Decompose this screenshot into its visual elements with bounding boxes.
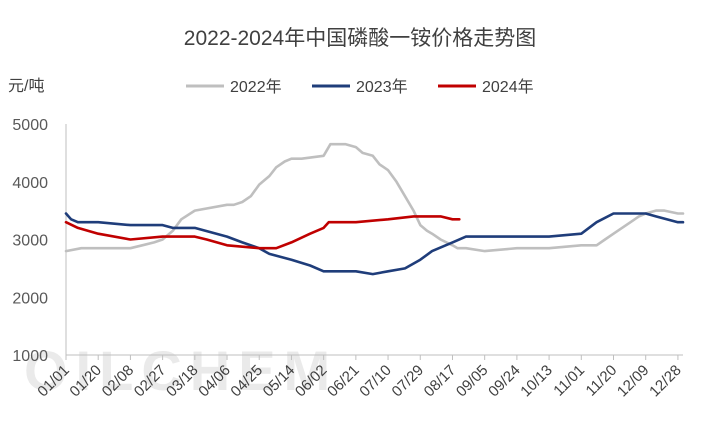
x-tick-label: 12/28 — [646, 362, 685, 401]
x-tick-label: 07/29 — [389, 362, 428, 401]
legend-label-3: 2024年 — [482, 78, 534, 96]
y-tick-label: 2000 — [12, 290, 48, 307]
x-tick-label: 10/13 — [517, 362, 556, 401]
watermark-text: OILCHEM — [24, 339, 338, 402]
y-tick-label: 5000 — [12, 117, 48, 134]
x-tick-label: 07/10 — [356, 362, 395, 401]
chart-axes — [65, 124, 683, 356]
y-tick-label: 3000 — [12, 233, 48, 250]
y-axis-unit: 元/吨 — [8, 77, 44, 95]
chart-legend: 2022年 2023年 2024年 — [186, 78, 534, 96]
chart-title: 2022-2024年中国磷酸一铵价格走势图 — [184, 27, 536, 50]
x-tick-label: 08/17 — [421, 362, 460, 401]
y-tick-label: 4000 — [12, 175, 48, 192]
series-lines — [64, 142, 685, 276]
series-line-1 — [64, 142, 685, 253]
x-tick-label: 11/01 — [550, 362, 588, 400]
x-tick-label: 12/09 — [614, 362, 653, 401]
x-tick-label: 09/05 — [453, 362, 492, 401]
series-line-2 — [64, 212, 685, 276]
legend-label-2: 2023年 — [356, 78, 408, 96]
x-tick-label: 09/24 — [485, 362, 524, 401]
series-line-3 — [64, 215, 461, 250]
watermark: OILCHEM — [24, 339, 338, 402]
legend-label-1: 2022年 — [230, 78, 282, 96]
x-tick-label: 11/20 — [583, 362, 621, 400]
y-axis-ticks: 5000 4000 3000 2000 1000 — [12, 117, 48, 365]
y-tick-label: 1000 — [12, 348, 48, 365]
